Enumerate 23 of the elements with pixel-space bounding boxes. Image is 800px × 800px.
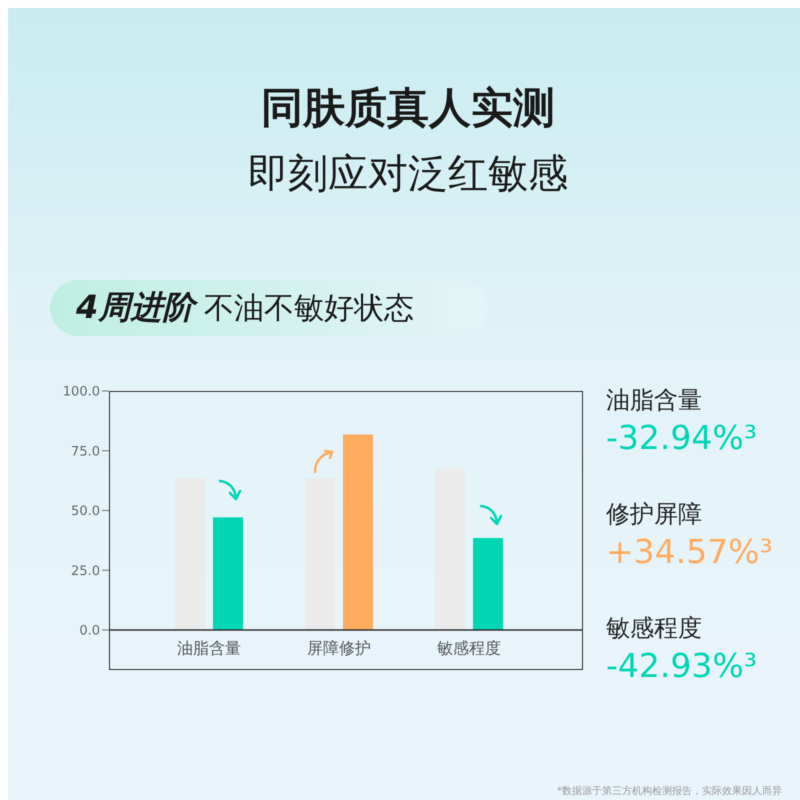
y-tick-label: 75.0 <box>71 444 100 460</box>
bar <box>175 478 205 630</box>
text: -42.93%³ <box>606 646 757 685</box>
x-tick-label: 屏障修护 <box>307 638 371 658</box>
bar <box>305 478 335 630</box>
bar <box>343 434 373 630</box>
y-tick-label: 50.0 <box>71 504 100 520</box>
chart-subtitle: 即刻应对泛红敏感 <box>247 150 569 199</box>
text: 4周进阶 不油不敏好状态 <box>76 287 414 328</box>
text: 油脂含量 <box>606 385 703 416</box>
x-tick-label: 敏感程度 <box>437 638 501 658</box>
x-tick-label: 油脂含量 <box>177 638 241 658</box>
y-tick-label: 0.0 <box>79 624 100 639</box>
bar <box>435 468 465 630</box>
bar <box>213 517 243 630</box>
y-tick-label: 100.0 <box>62 384 100 400</box>
chart-title: 同肤质真人实测 <box>260 82 556 134</box>
text: +34.57%³ <box>606 532 773 571</box>
text: *数据源于第三方机构检测报告，实际效果因人而异 <box>557 784 782 798</box>
text: 修护屏障 <box>606 499 703 530</box>
y-tick-label: 25.0 <box>71 564 100 579</box>
text: -32.94%³ <box>606 418 757 457</box>
bar <box>473 538 503 630</box>
